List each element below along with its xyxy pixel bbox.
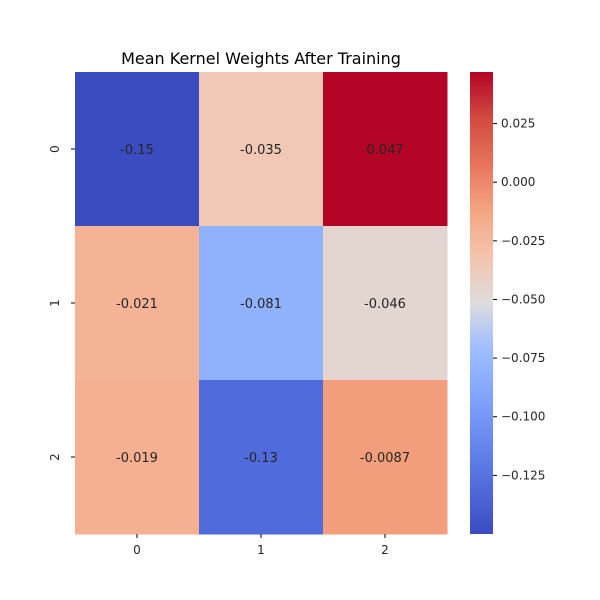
colorbar-tick-label-0: 0.025 — [501, 117, 535, 131]
heatmap-cell-0-2 — [323, 72, 448, 227]
heatmap-cell-2-1 — [199, 380, 324, 535]
cell-label-0-2: 0.047 — [366, 143, 403, 158]
colorbar: 0.025 0.000 −0.025 −0.050 −0.075 −0.100 −0.125 — [470, 72, 545, 534]
cell-label-2-1: -0.13 — [244, 451, 278, 466]
x-tick-label-0: 0 — [133, 543, 141, 557]
chart-title: Mean Kernel Weights After Training — [121, 49, 401, 68]
heatmap-cell-0-0 — [75, 72, 200, 227]
heatmap-cell-2-0 — [75, 380, 200, 535]
cell-annotations: -0.15 -0.035 0.047 -0.021 -0.081 -0.046 -0.019… — [116, 143, 410, 466]
colorbar-tick-label-4: −0.075 — [501, 351, 545, 365]
cell-label-1-0: -0.021 — [116, 297, 158, 312]
colorbar-tick-label-5: −0.100 — [501, 410, 545, 424]
colorbar-gradient-bar — [470, 72, 493, 534]
cell-label-0-0: -0.15 — [120, 143, 154, 158]
cell-label-1-1: -0.081 — [240, 297, 282, 312]
colorbar-tick-label-1: 0.000 — [501, 175, 535, 189]
x-tick-label-1: 1 — [257, 543, 265, 557]
cell-label-2-2: -0.0087 — [360, 451, 410, 466]
heatmap-cell-1-1 — [199, 226, 324, 381]
cell-label-2-0: -0.019 — [116, 451, 158, 466]
heatmap-cell-1-0 — [75, 226, 200, 381]
heatmap-cells — [75, 72, 448, 535]
heatmap-cell-0-1 — [199, 72, 324, 227]
y-axis: 0 1 2 — [48, 145, 75, 461]
heatmap-cell-1-2 — [323, 226, 448, 381]
colorbar-tick-label-6: −0.125 — [501, 468, 545, 482]
cell-label-1-2: -0.046 — [364, 297, 406, 312]
y-tick-label-0: 0 — [48, 145, 62, 153]
heatmap-cell-2-2 — [323, 380, 448, 535]
x-axis: 0 1 2 — [133, 534, 389, 557]
colorbar-tick-label-2: −0.025 — [501, 234, 545, 248]
y-tick-label-2: 2 — [48, 453, 62, 461]
x-tick-label-2: 2 — [381, 543, 389, 557]
y-tick-label-1: 1 — [48, 299, 62, 307]
colorbar-tick-label-3: −0.050 — [501, 292, 545, 306]
cell-label-0-1: -0.035 — [240, 143, 282, 158]
